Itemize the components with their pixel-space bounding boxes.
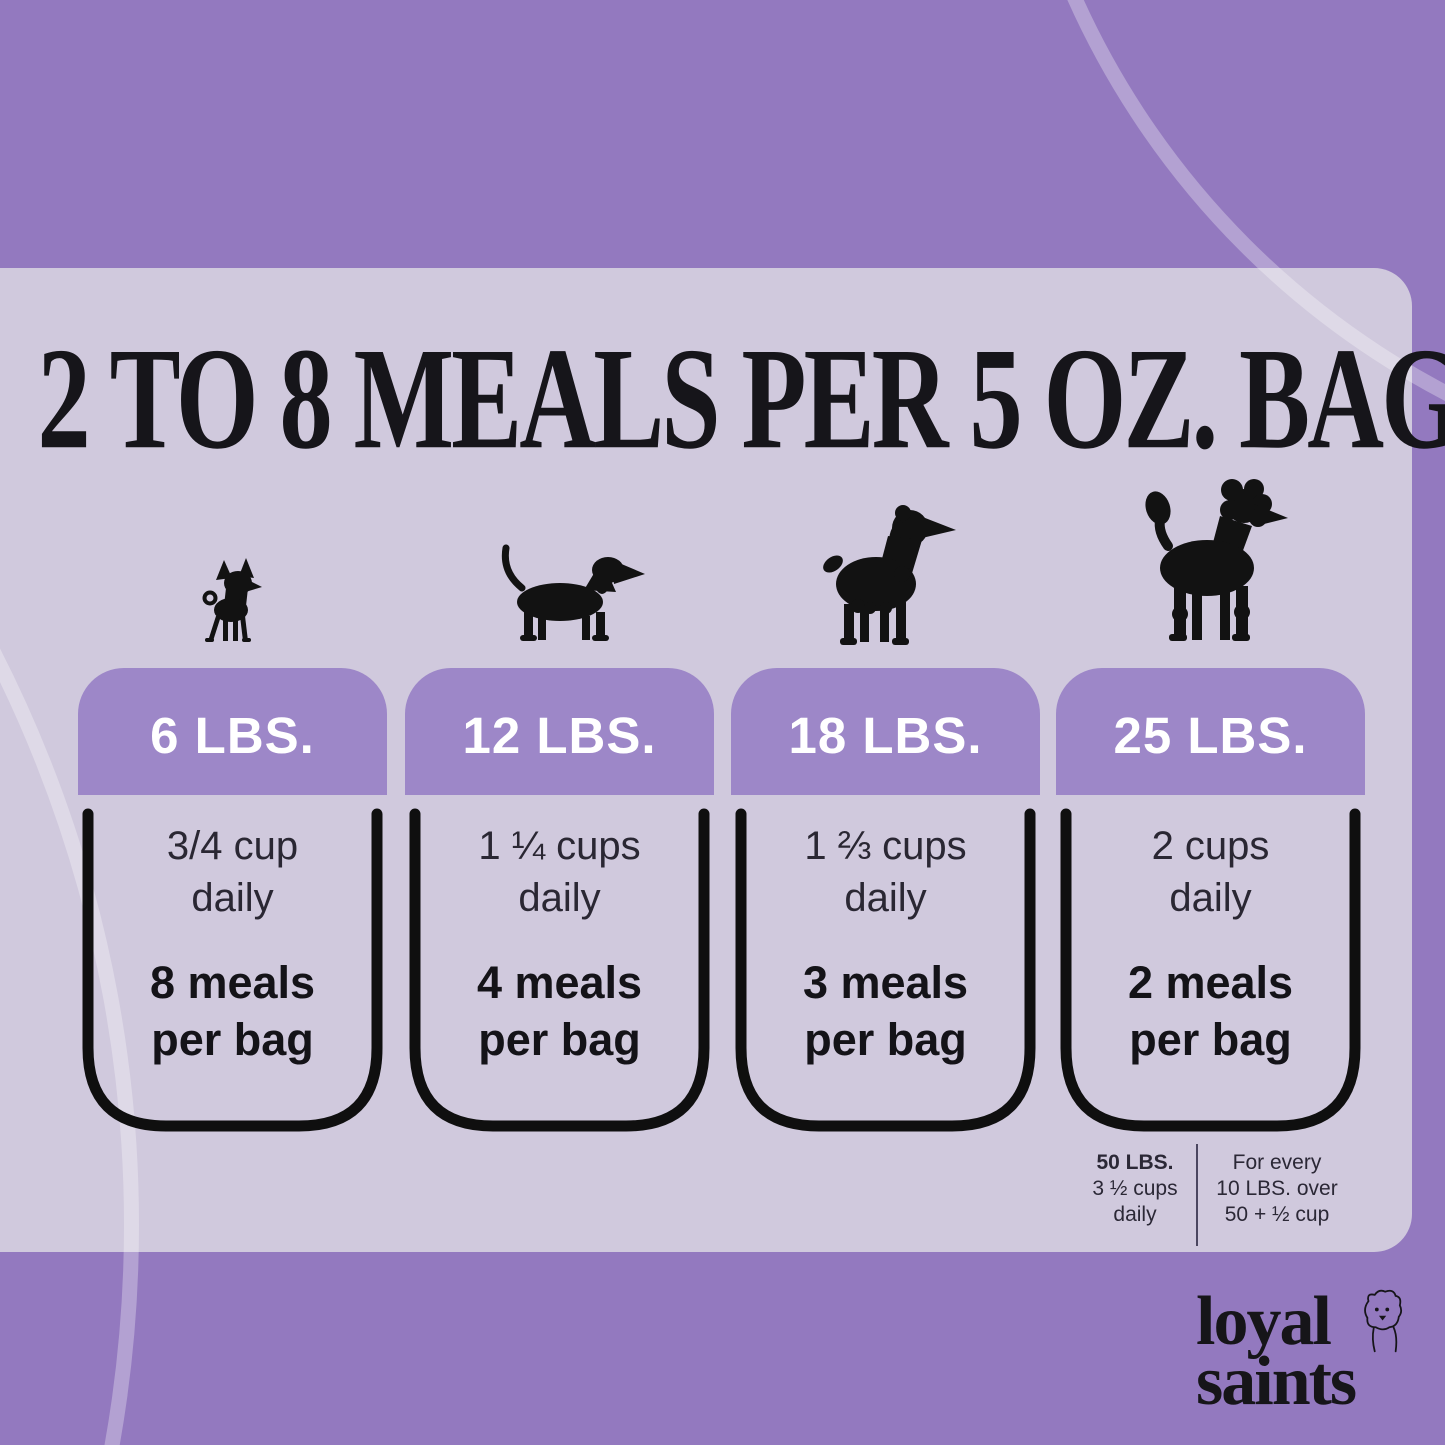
daily-serving: 1 ¼ cups daily [405, 820, 714, 924]
meals-label: per bag [478, 1014, 641, 1065]
weight-header-pill: 6 LBS. [78, 668, 387, 795]
daily-amount: 1 ¼ cups [478, 824, 641, 868]
footnote-amount: 3 ½ cups [1092, 1177, 1178, 1200]
daily-label: daily [518, 876, 601, 920]
footnote-over-50lbs: For every 10 LBS. over 50 + ½ cup [1206, 1150, 1348, 1228]
daily-serving: 3/4 cup daily [78, 820, 387, 924]
weight-header-pill: 18 LBS. [731, 668, 1040, 795]
daily-label: daily [1169, 876, 1252, 920]
footnote-divider [1196, 1144, 1198, 1246]
meals-label: per bag [151, 1014, 314, 1065]
meals-per-bag: 3 meals per bag [731, 954, 1040, 1068]
weight-column-12lbs: 12 LBS. 1 ¼ cups daily 4 meals per bag [405, 668, 714, 1138]
footnote-rule-line3: 50 + ½ cup [1224, 1203, 1330, 1226]
title-row: 2 TO 8 MEALS PER 5 OZ. BAG [0, 316, 1445, 480]
meals-per-bag: 2 meals per bag [1056, 954, 1365, 1068]
meals-count: 4 meals [476, 957, 643, 1008]
footnote-rule-line2: 10 LBS. over [1216, 1177, 1338, 1200]
meals-label: per bag [804, 1014, 967, 1065]
weight-label: 25 LBS. [1113, 707, 1308, 764]
daily-label: daily [844, 876, 927, 920]
dog-doodle-sketch-icon [1364, 1289, 1403, 1353]
meals-count: 3 meals [802, 957, 969, 1008]
chihuahua-silhouette-icon [202, 558, 262, 642]
column-outline [409, 808, 710, 1132]
meals-per-bag: 4 meals per bag [405, 954, 714, 1068]
weight-column-25lbs: 25 LBS. 2 cups daily 2 meals per bag [1056, 668, 1365, 1138]
cocker-spaniel-silhouette-icon [823, 505, 956, 645]
weight-label: 18 LBS. [788, 707, 983, 764]
column-outline [82, 808, 383, 1132]
footnote-label: daily [1113, 1203, 1157, 1226]
daily-serving: 2 cups daily [1056, 820, 1365, 924]
footnote-weight: 50 LBS. [1096, 1151, 1174, 1174]
meals-label: per bag [1129, 1014, 1292, 1065]
column-outline [735, 808, 1036, 1132]
column-outline [1060, 808, 1361, 1132]
brand-name-line1: loyal [1196, 1283, 1332, 1360]
doodle-silhouette-icon [1145, 479, 1288, 641]
page-title: 2 TO 8 MEALS PER 5 OZ. BAG [37, 318, 1445, 480]
meals-count: 8 meals [149, 957, 316, 1008]
daily-amount: 1 ⅔ cups [804, 824, 967, 868]
weight-label: 6 LBS. [150, 707, 315, 764]
daily-label: daily [191, 876, 274, 920]
footnote-50lbs: 50 LBS. 3 ½ cups daily [1064, 1150, 1206, 1228]
weight-header-pill: 25 LBS. [1056, 668, 1365, 795]
meals-count: 2 meals [1127, 957, 1294, 1008]
daily-amount: 3/4 cup [166, 824, 299, 868]
daily-serving: 1 ⅔ cups daily [731, 820, 1040, 924]
footnote-rule-line1: For every [1232, 1151, 1322, 1174]
weight-label: 12 LBS. [462, 707, 657, 764]
daily-amount: 2 cups [1151, 824, 1270, 868]
weight-column-6lbs: 6 LBS. 3/4 cup daily 8 meals per bag [78, 668, 387, 1138]
meals-per-bag: 8 meals per bag [78, 954, 387, 1068]
brand-logo: loyal saints [1196, 1283, 1357, 1420]
weight-column-18lbs: 18 LBS. 1 ⅔ cups daily 3 meals per bag [731, 668, 1040, 1138]
dachshund-silhouette-icon [501, 544, 645, 641]
brand-name-line2: saints [1196, 1343, 1357, 1420]
weight-header-pill: 12 LBS. [405, 668, 714, 795]
